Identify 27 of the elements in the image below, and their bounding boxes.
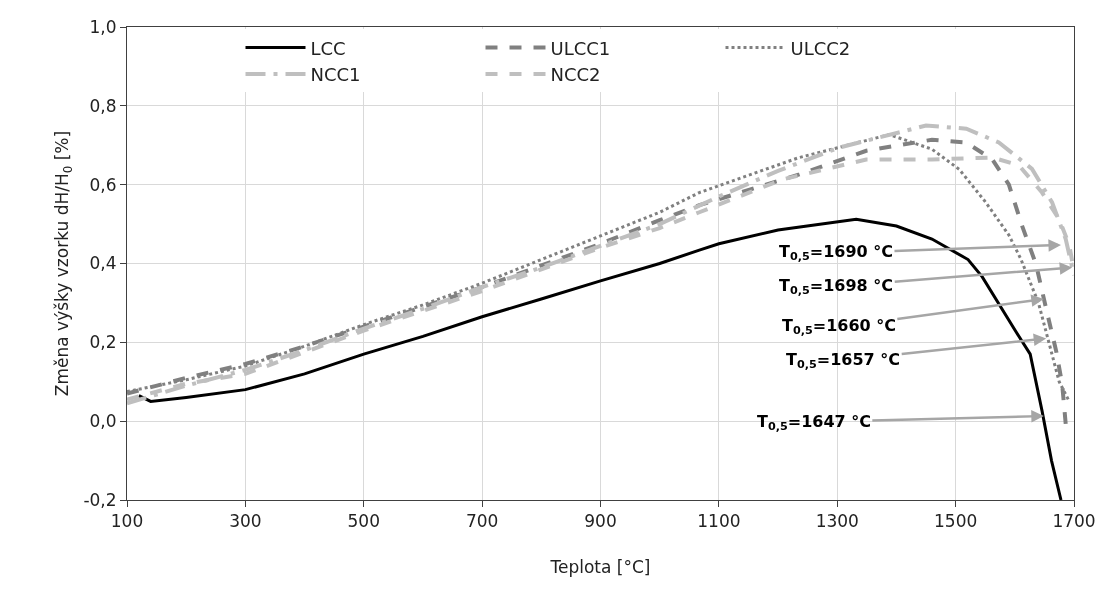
x-tick-label: 900	[584, 511, 617, 532]
x-tick-label: 700	[465, 511, 499, 532]
x-axis-title: Teplota [°C]	[549, 556, 651, 577]
y-tick-label: -0,2	[83, 489, 117, 510]
legend-label: NCC2	[550, 63, 601, 85]
y-tick-label: 0,6	[89, 174, 117, 195]
x-tick-label: 1100	[697, 511, 741, 532]
y-tick-label: 0,8	[89, 95, 117, 116]
annotation: T$_{0,5}$=1698 °C	[779, 276, 893, 298]
legend-label: LCC	[310, 37, 346, 59]
legend-label: ULCC2	[790, 37, 851, 59]
legend-label: NCC1	[310, 63, 361, 85]
x-tick-label: 1500	[934, 511, 978, 532]
y-tick-label: 0,0	[89, 411, 117, 432]
annotation: T$_{0,5}$=1660 °C	[782, 316, 896, 338]
x-tick-label: 1300	[815, 511, 859, 532]
y-tick-label: 0,4	[89, 253, 117, 274]
annotation: T$_{0,5}$=1647 °C	[757, 412, 871, 434]
y-tick-label: 1,0	[89, 16, 117, 37]
annotation: T$_{0,5}$=1690 °C	[779, 242, 893, 264]
x-tick-label: 1700	[1052, 511, 1096, 532]
x-tick-label: 300	[229, 511, 262, 532]
y-tick-label: 0,2	[89, 332, 117, 353]
x-tick-label: 500	[347, 511, 380, 532]
x-tick-label: 100	[110, 511, 144, 532]
legend-label: ULCC1	[550, 37, 611, 59]
annotation: T$_{0,5}$=1657 °C	[786, 350, 900, 372]
